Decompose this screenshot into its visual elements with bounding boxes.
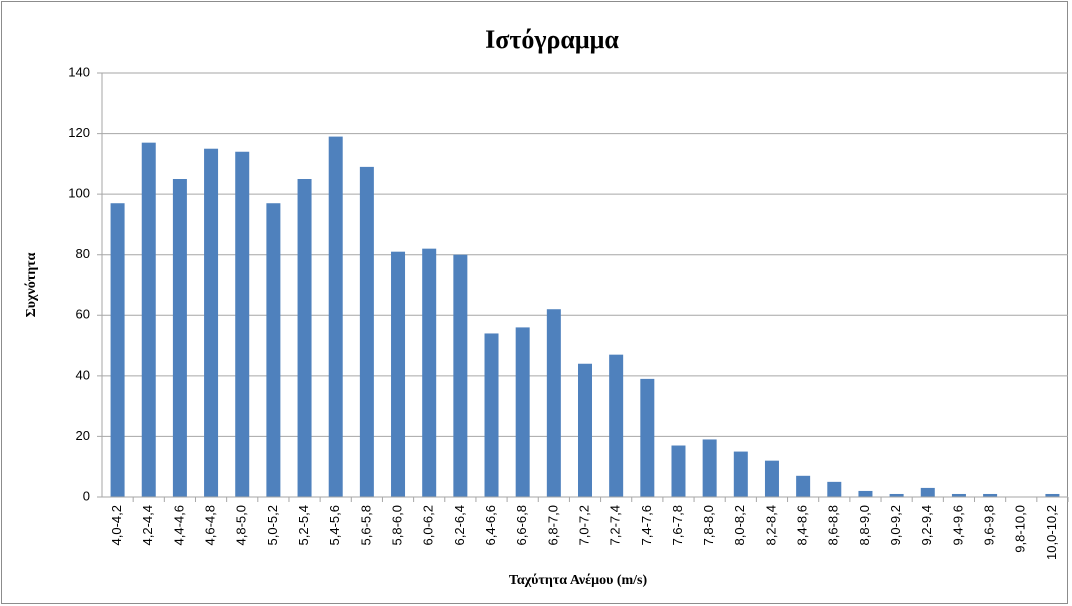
bar	[515, 327, 530, 497]
bar	[920, 487, 935, 497]
bar	[422, 248, 437, 497]
x-tick-label: 4,4-4,6	[171, 505, 186, 545]
x-tick-label: 6,2-6,4	[452, 505, 467, 545]
bar	[141, 142, 156, 497]
x-tick-label: 8,4-8,6	[795, 505, 810, 545]
y-tick-label: 100	[68, 186, 90, 201]
x-tick-label: 4,8-5,0	[234, 505, 249, 545]
bar	[546, 309, 561, 497]
bar	[110, 203, 125, 497]
bar	[204, 148, 219, 497]
bar	[764, 460, 779, 497]
y-axis-label: Συχνότητα	[24, 252, 39, 317]
x-tick-label: 10,0-10,2	[1044, 505, 1059, 560]
x-tick-label: 6,4-6,6	[483, 505, 498, 545]
x-tick-label: 5,4-5,6	[327, 505, 342, 545]
y-tick-label: 60	[76, 307, 90, 322]
bar	[359, 166, 374, 497]
bar	[733, 451, 748, 497]
x-tick-label: 9,4-9,6	[950, 505, 965, 545]
y-tick-label: 20	[76, 428, 90, 443]
bar	[297, 179, 312, 497]
x-tick-label: 7,6-7,8	[670, 505, 685, 545]
x-tick-label: 6,8-7,0	[545, 505, 560, 545]
x-tick-label: 5,2-5,4	[296, 505, 311, 545]
x-axis-label: Ταχύτητα Ανέμου (m/s)	[509, 573, 648, 588]
bar	[391, 251, 406, 497]
x-tick-label: 4,2-4,4	[140, 505, 155, 545]
bar	[827, 481, 842, 497]
bar	[266, 203, 281, 497]
x-tick-label: 7,4-7,6	[639, 505, 654, 545]
bar	[235, 151, 250, 497]
x-tick-label: 6,6-6,8	[514, 505, 529, 545]
x-tick-label: 5,6-5,8	[358, 505, 373, 545]
bar	[858, 490, 873, 497]
x-tick-label: 8,8-9,0	[857, 505, 872, 545]
y-tick-label: 80	[76, 246, 90, 261]
bar	[453, 254, 468, 497]
bar	[796, 475, 811, 497]
x-tick-label: 7,8-8,0	[701, 505, 716, 545]
x-tick-label: 5,8-6,0	[389, 505, 404, 545]
bar	[1045, 493, 1060, 497]
y-tick-label: 0	[83, 488, 90, 503]
x-tick-label: 5,0-5,2	[265, 505, 280, 545]
bar	[328, 136, 343, 497]
bar	[671, 445, 686, 497]
x-tick-label: 4,6-4,8	[203, 505, 218, 545]
bar	[889, 493, 904, 497]
x-tick-label: 9,8-10,0	[1013, 505, 1028, 553]
x-tick-label: 8,0-8,2	[732, 505, 747, 545]
x-tick-label: 9,6-9,8	[982, 505, 997, 545]
bar	[702, 439, 717, 497]
bar	[172, 179, 187, 497]
x-tick-label: 7,0-7,2	[576, 505, 591, 545]
y-tick-label: 120	[68, 125, 90, 140]
x-tick-label: 8,6-8,8	[826, 505, 841, 545]
bar	[640, 378, 655, 497]
bar	[484, 333, 499, 497]
chart-title: Ιστόγραμμα	[485, 25, 619, 54]
x-tick-label: 9,2-9,4	[919, 505, 934, 545]
bar	[578, 363, 592, 497]
x-tick-label: 4,0-4,2	[109, 505, 124, 545]
x-tick-label: 9,0-9,2	[888, 505, 903, 545]
x-tick-label: 6,0-6,2	[421, 505, 436, 545]
y-tick-label: 140	[68, 64, 90, 79]
x-tick-label: 7,2-7,4	[608, 505, 623, 545]
bar	[951, 493, 966, 497]
x-tick-label: 8,2-8,4	[763, 505, 778, 545]
bar	[983, 493, 998, 497]
bar	[609, 354, 624, 497]
y-tick-label: 40	[76, 367, 90, 382]
